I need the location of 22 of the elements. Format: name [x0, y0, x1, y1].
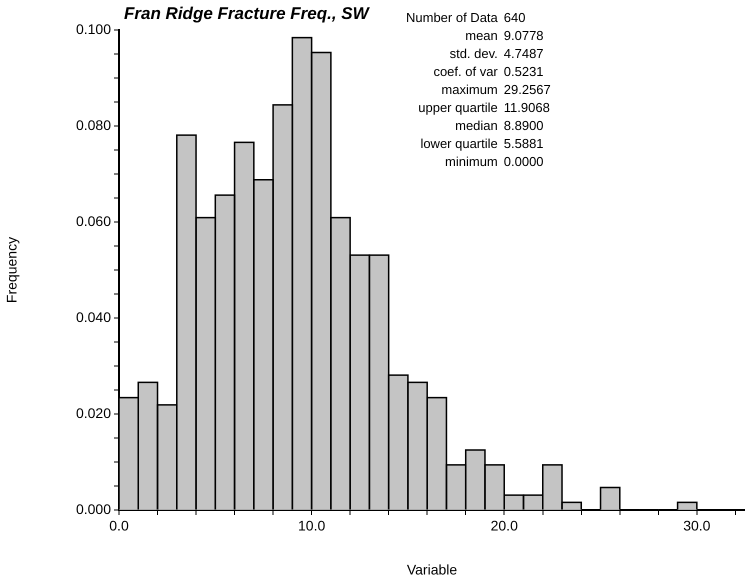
- annotation: minimum 0.0000: [444, 153, 545, 171]
- annotation: median 8.8900: [454, 117, 545, 135]
- annotation: lower quartile 5.5881: [419, 135, 545, 153]
- x-tick-label: 10.0: [298, 517, 326, 534]
- y-tick-label: 0.000: [76, 500, 112, 517]
- x-tick-label: 0.0: [109, 517, 129, 534]
- annotation: coef. of var 0.5231: [432, 63, 545, 81]
- y-tick-label: 0.100: [76, 20, 112, 37]
- text: Number of Data 640: [405, 9, 526, 27]
- annotation: maximum 29.2567: [440, 81, 551, 99]
- x-axis-title: Variable: [406, 561, 458, 578]
- y-tick-label: 0.040: [76, 308, 112, 325]
- y-tick-label: 0.060: [76, 212, 112, 229]
- annotation: std. dev. 4.7487: [448, 45, 545, 63]
- annotation: upper quartile 11.9068: [417, 99, 551, 117]
- annotation: mean 9.0778: [464, 27, 545, 45]
- x-tick-label: 20.0: [490, 517, 518, 534]
- y-tick-label: 0.020: [76, 404, 112, 421]
- y-axis-title: Frequency: [3, 236, 20, 304]
- x-tick-label: 30.0: [683, 517, 711, 534]
- chart-title: Fran Ridge Fracture Freq., SW: [124, 4, 369, 24]
- y-tick-label: 0.080: [76, 116, 112, 133]
